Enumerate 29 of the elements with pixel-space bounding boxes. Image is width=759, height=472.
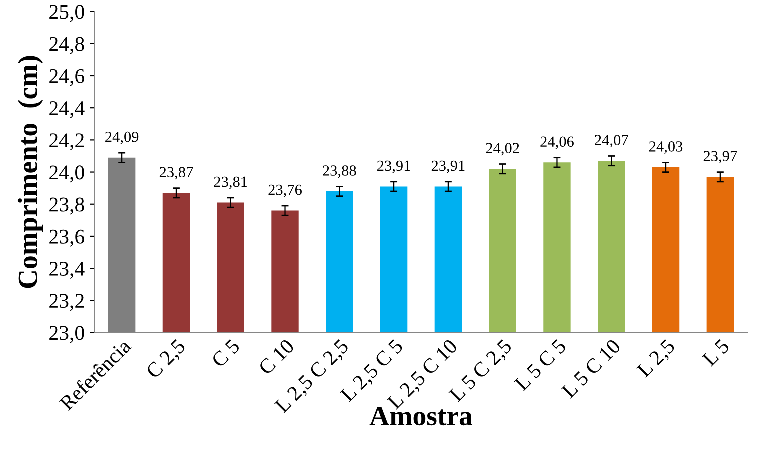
y-tick-label: 23,0 [50, 326, 84, 344]
data-label: 23,76 [268, 184, 302, 198]
y-tick-label: 23,8 [50, 198, 84, 215]
data-label: 24,07 [595, 135, 628, 148]
x-tick-label: L 5 [702, 338, 730, 368]
data-label: 23,91 [432, 160, 465, 174]
x-tick-label: C 10 [258, 338, 296, 376]
y-tick-label: 23,4 [50, 262, 85, 279]
x-tick-label: L 2,5 [636, 338, 678, 380]
y-tick-label: 24,0 [50, 166, 84, 183]
data-label: 23,87 [160, 167, 194, 180]
data-label: 23,97 [704, 151, 738, 164]
y-tick-label: 23,6 [50, 230, 85, 247]
data-label: 24,06 [540, 136, 574, 150]
y-axis-title: Comprimento (cm) [18, 56, 44, 288]
data-label: 24,09 [106, 132, 139, 144]
y-tick-label: 24,8 [50, 37, 84, 54]
data-label: 23,88 [323, 166, 356, 178]
data-label: 24,03 [650, 142, 683, 154]
y-tick-label: 24,6 [50, 69, 85, 86]
x-tick-label: C 5 [211, 338, 241, 368]
data-label: 24,02 [486, 143, 520, 156]
data-label: 23,81 [214, 176, 248, 190]
y-tick-label: 25,0 [50, 5, 84, 22]
data-label: 23,91 [378, 160, 410, 174]
y-tick-label: 23,2 [50, 294, 84, 312]
x-tick-label: C 2,5 [146, 338, 188, 382]
y-tick-label: 24,2 [50, 134, 84, 151]
y-tick-label: 24,4 [50, 102, 85, 119]
